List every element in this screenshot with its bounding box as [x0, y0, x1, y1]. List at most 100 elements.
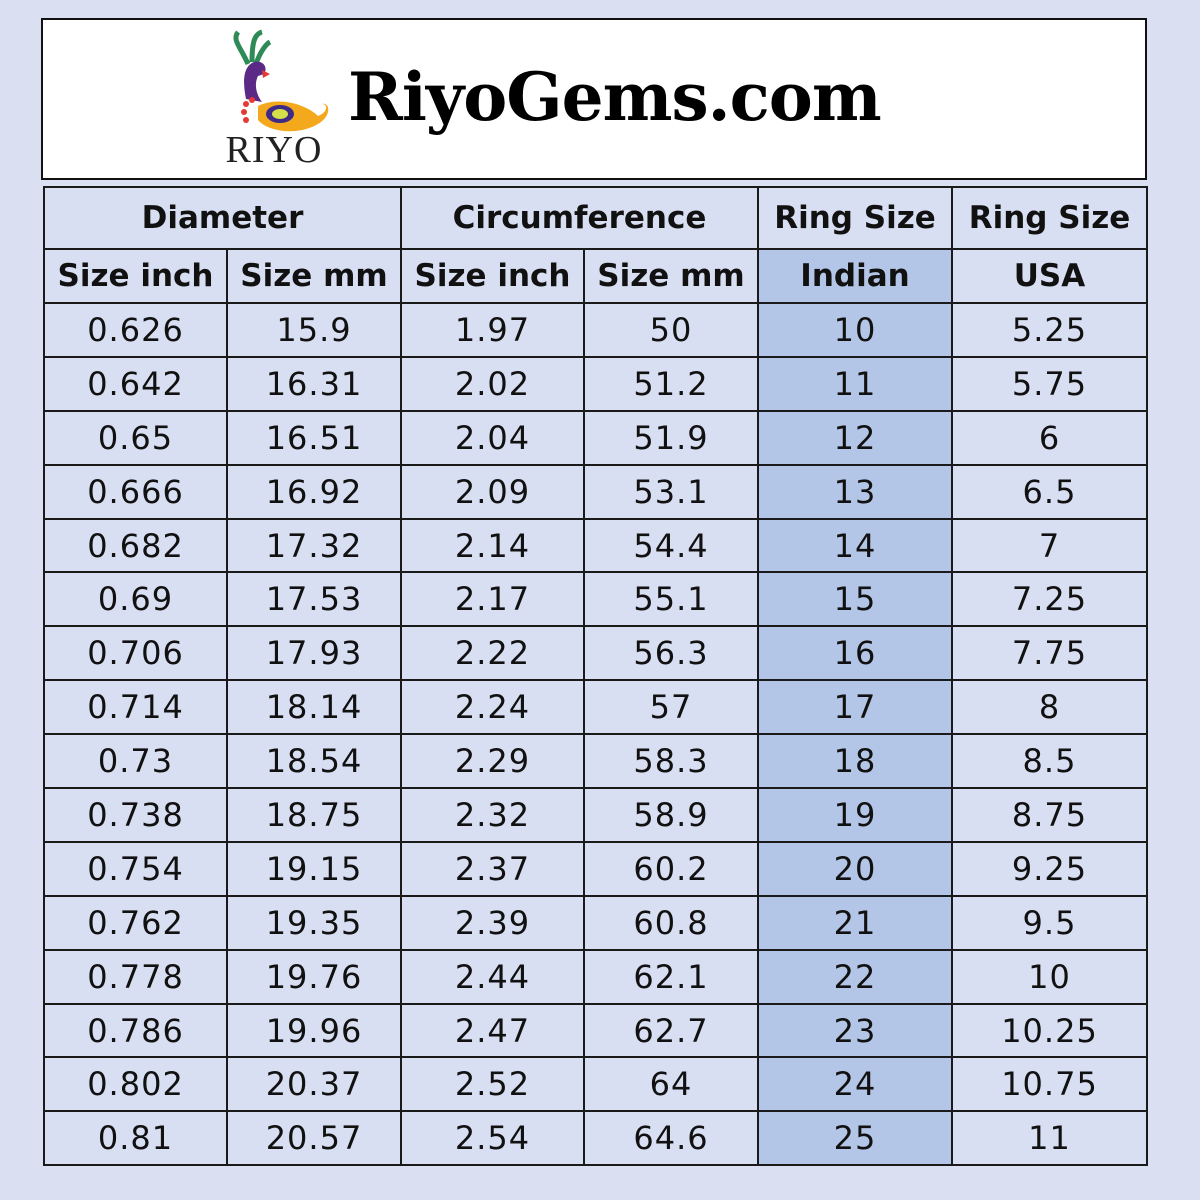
table-row: 0.73 18.54 2.29 58.3 18 8.5: [43, 733, 1148, 790]
table-cell: 25: [757, 1110, 953, 1167]
logo-text: RIYO: [225, 129, 323, 171]
table-cell: 51.2: [583, 355, 759, 412]
table-row: 0.754 19.15 2.37 60.2 20 9.25: [43, 840, 1148, 897]
table-cell: 21: [757, 894, 953, 951]
table-cell: 0.682: [43, 517, 228, 574]
table-cell: 62.7: [583, 1002, 759, 1059]
table-cell: 10: [757, 302, 953, 358]
table-cell: 22: [757, 948, 953, 1005]
table-cell: 17.32: [226, 517, 402, 574]
table-cell: 0.762: [43, 894, 228, 951]
table-cell: 18.75: [226, 787, 402, 843]
table-cell: 16: [757, 625, 953, 682]
table-cell: 7.25: [951, 571, 1148, 628]
table-cell: 9.5: [951, 894, 1148, 951]
table-cell: 10.75: [951, 1056, 1148, 1113]
table-cell: 10: [951, 948, 1148, 1005]
header-ring-size-indian: Ring Size: [757, 186, 953, 250]
table-cell: 0.626: [43, 302, 228, 358]
subheader: Size mm: [583, 248, 759, 304]
header-banner: RIYO RiyoGems.com: [41, 18, 1147, 180]
table-cell: 19.96: [226, 1002, 402, 1059]
header-diameter: Diameter: [43, 186, 402, 250]
table-cell: 0.802: [43, 1056, 228, 1113]
table-cell: 0.642: [43, 355, 228, 412]
table-cell: 58.3: [583, 733, 759, 790]
table-cell: 0.714: [43, 679, 228, 736]
table-cell: 15.9: [226, 302, 402, 358]
table-cell: 11: [951, 1110, 1148, 1167]
table-cell: 2.52: [400, 1056, 585, 1113]
peacock-logo-icon: [233, 29, 329, 132]
table-cell: 9.25: [951, 840, 1148, 897]
table-cell: 62.1: [583, 948, 759, 1005]
subheader: Size inch: [400, 248, 585, 304]
table-cell: 2.22: [400, 625, 585, 682]
table-cell: 23: [757, 1002, 953, 1059]
table-cell: 18.14: [226, 679, 402, 736]
table-cell: 8.75: [951, 787, 1148, 843]
table-row: 0.626 15.9 1.97 50 10 5.25: [43, 302, 1148, 358]
table-cell: 54.4: [583, 517, 759, 574]
site-title: RiyoGems.com: [348, 58, 882, 136]
table-cell: 17: [757, 679, 953, 736]
table-cell: 51.9: [583, 409, 759, 466]
table-cell: 0.754: [43, 840, 228, 897]
table-cell: 2.37: [400, 840, 585, 897]
table-row: 0.778 19.76 2.44 62.1 22 10: [43, 948, 1148, 1005]
table-cell: 12: [757, 409, 953, 466]
table-cell: 2.09: [400, 463, 585, 520]
subheader: Indian: [757, 248, 953, 304]
table-cell: 16.51: [226, 409, 402, 466]
table-cell: 0.786: [43, 1002, 228, 1059]
table-cell: 2.54: [400, 1110, 585, 1167]
table-cell: 2.04: [400, 409, 585, 466]
table-row: 0.714 18.14 2.24 57 17 8: [43, 679, 1148, 736]
table-cell: 6: [951, 409, 1148, 466]
table-row: 0.802 20.37 2.52 64 24 10.75: [43, 1056, 1148, 1113]
table-cell: 50: [583, 302, 759, 358]
table-cell: 24: [757, 1056, 953, 1113]
table-row: 0.81 20.57 2.54 64.6 25 11: [43, 1110, 1148, 1167]
table-cell: 0.73: [43, 733, 228, 790]
table-cell: 0.778: [43, 948, 228, 1005]
table-row: 0.69 17.53 2.17 55.1 15 7.25: [43, 571, 1148, 628]
table-cell: 8.5: [951, 733, 1148, 790]
table-cell: 2.17: [400, 571, 585, 628]
table-cell: 2.29: [400, 733, 585, 790]
table-cell: 19: [757, 787, 953, 843]
table-cell: 0.666: [43, 463, 228, 520]
table-cell: 0.65: [43, 409, 228, 466]
table-cell: 18.54: [226, 733, 402, 790]
table-cell: 64.6: [583, 1110, 759, 1167]
table-cell: 14: [757, 517, 953, 574]
table-cell: 53.1: [583, 463, 759, 520]
table-cell: 15: [757, 571, 953, 628]
table-cell: 2.32: [400, 787, 585, 843]
table-cell: 2.39: [400, 894, 585, 951]
table-row: 0.786 19.96 2.47 62.7 23 10.25: [43, 1002, 1148, 1059]
subheader: Size inch: [43, 248, 228, 304]
table-cell: 58.9: [583, 787, 759, 843]
table-cell: 2.02: [400, 355, 585, 412]
table-cell: 13: [757, 463, 953, 520]
table-cell: 0.738: [43, 787, 228, 843]
table-row: 0.642 16.31 2.02 51.2 11 5.75: [43, 355, 1148, 412]
table-row: 0.666 16.92 2.09 53.1 13 6.5: [43, 463, 1148, 520]
subheader: Size mm: [226, 248, 402, 304]
table-cell: 6.5: [951, 463, 1148, 520]
table-cell: 19.76: [226, 948, 402, 1005]
table-row: 0.762 19.35 2.39 60.8 21 9.5: [43, 894, 1148, 951]
table-cell: 7: [951, 517, 1148, 574]
table-cell: 20.57: [226, 1110, 402, 1167]
table-cell: 19.15: [226, 840, 402, 897]
table-cell: 20.37: [226, 1056, 402, 1113]
table-cell: 56.3: [583, 625, 759, 682]
table-cell: 64: [583, 1056, 759, 1113]
header-ring-size-usa: Ring Size: [951, 186, 1148, 250]
table-row: 0.706 17.93 2.22 56.3 16 7.75: [43, 625, 1148, 682]
table-cell: 8: [951, 679, 1148, 736]
table-cell: 2.14: [400, 517, 585, 574]
table-cell: 2.24: [400, 679, 585, 736]
table-cell: 57: [583, 679, 759, 736]
